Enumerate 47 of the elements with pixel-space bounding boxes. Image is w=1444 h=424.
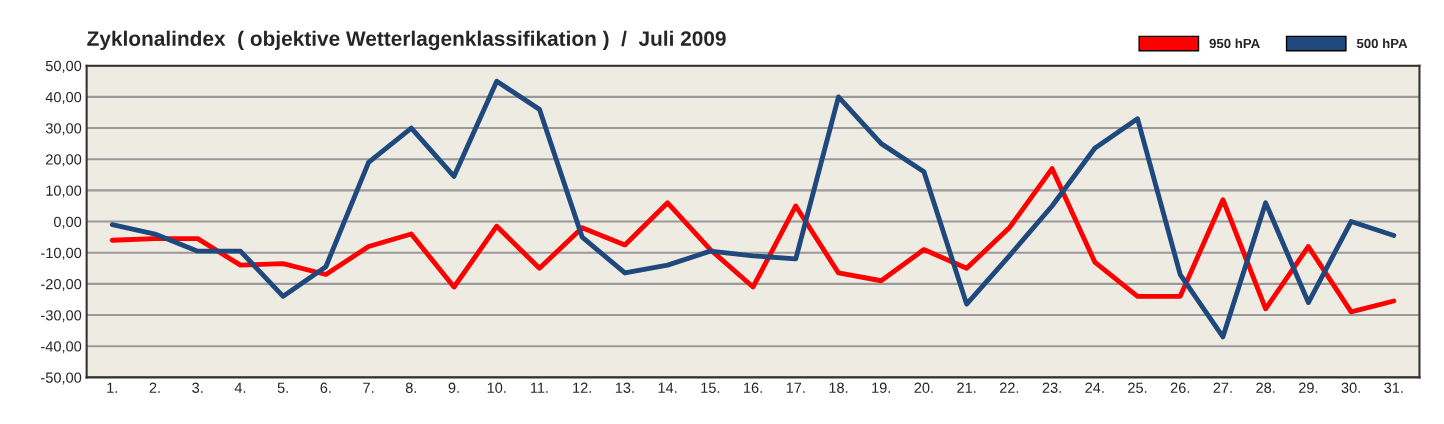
y-tick-label: -20,00	[41, 278, 82, 292]
x-tick-label: 22.	[999, 382, 1019, 393]
x-tick-label: 16.	[744, 382, 762, 393]
x-tick-label: 31.	[1384, 382, 1403, 393]
y-tick-label: -10,00	[41, 247, 82, 260]
x-tick-label: 15.	[701, 382, 720, 393]
y-tick-label: -30,00	[41, 310, 82, 323]
x-tick-label: 27.	[1213, 382, 1232, 393]
x-tick-label: 29.	[1298, 382, 1318, 393]
x-tick-label: 30.	[1341, 382, 1360, 393]
x-tick-label: 25.	[1128, 382, 1147, 393]
x-tick-label: 26.	[1170, 382, 1190, 393]
line-series	[109, 78, 1397, 340]
x-tick-label: 6.	[320, 382, 331, 393]
chart-title: Zyklonalindex ( objektive Wetterlagenklassifikation ) / Juli 2009	[87, 30, 726, 51]
x-tick-label: 8.	[405, 382, 417, 393]
x-tick-label: 20.	[914, 382, 933, 393]
x-tick-label: 11.	[530, 382, 548, 393]
x-tick-label: 17.	[786, 382, 805, 393]
y-tick-label: -40,00	[41, 341, 82, 354]
x-tick-label: 14.	[658, 382, 677, 393]
x-tick-label: 13.	[615, 382, 634, 393]
y-tick-label: 10,00	[46, 185, 82, 198]
x-tick-label: 9.	[448, 382, 459, 393]
x-tick-label: 21.	[957, 382, 976, 393]
line-series	[109, 166, 1397, 315]
x-tick-label: 5.	[277, 382, 288, 393]
x-tick-label: 12.	[573, 382, 591, 393]
x-tick-label: 1.	[107, 382, 118, 393]
y-tick-label: 30,00	[45, 123, 82, 136]
y-tick-label: 50,00	[45, 60, 82, 73]
x-tick-label: 24.	[1085, 382, 1104, 393]
x-tick-label: 2.	[149, 382, 160, 393]
y-tick-label: -50,00	[41, 372, 82, 385]
x-tick-label: 3.	[192, 382, 203, 393]
x-tick-label: 7.	[363, 382, 374, 393]
x-tick-label: 23.	[1042, 382, 1061, 393]
legend-label: 500 hPA	[1356, 38, 1408, 49]
legend-label: 950 hPA	[1209, 38, 1260, 49]
x-tick-label: 10.	[487, 382, 506, 393]
x-tick-label: 18.	[829, 382, 848, 393]
x-tick-label: 4.	[234, 382, 246, 393]
y-tick-label: 0,00	[53, 216, 82, 229]
y-tick-label: 40,00	[45, 91, 82, 105]
x-tick-label: 19.	[872, 382, 891, 393]
x-tick-label: 28.	[1256, 382, 1275, 393]
y-tick-label: 20,00	[46, 154, 82, 167]
